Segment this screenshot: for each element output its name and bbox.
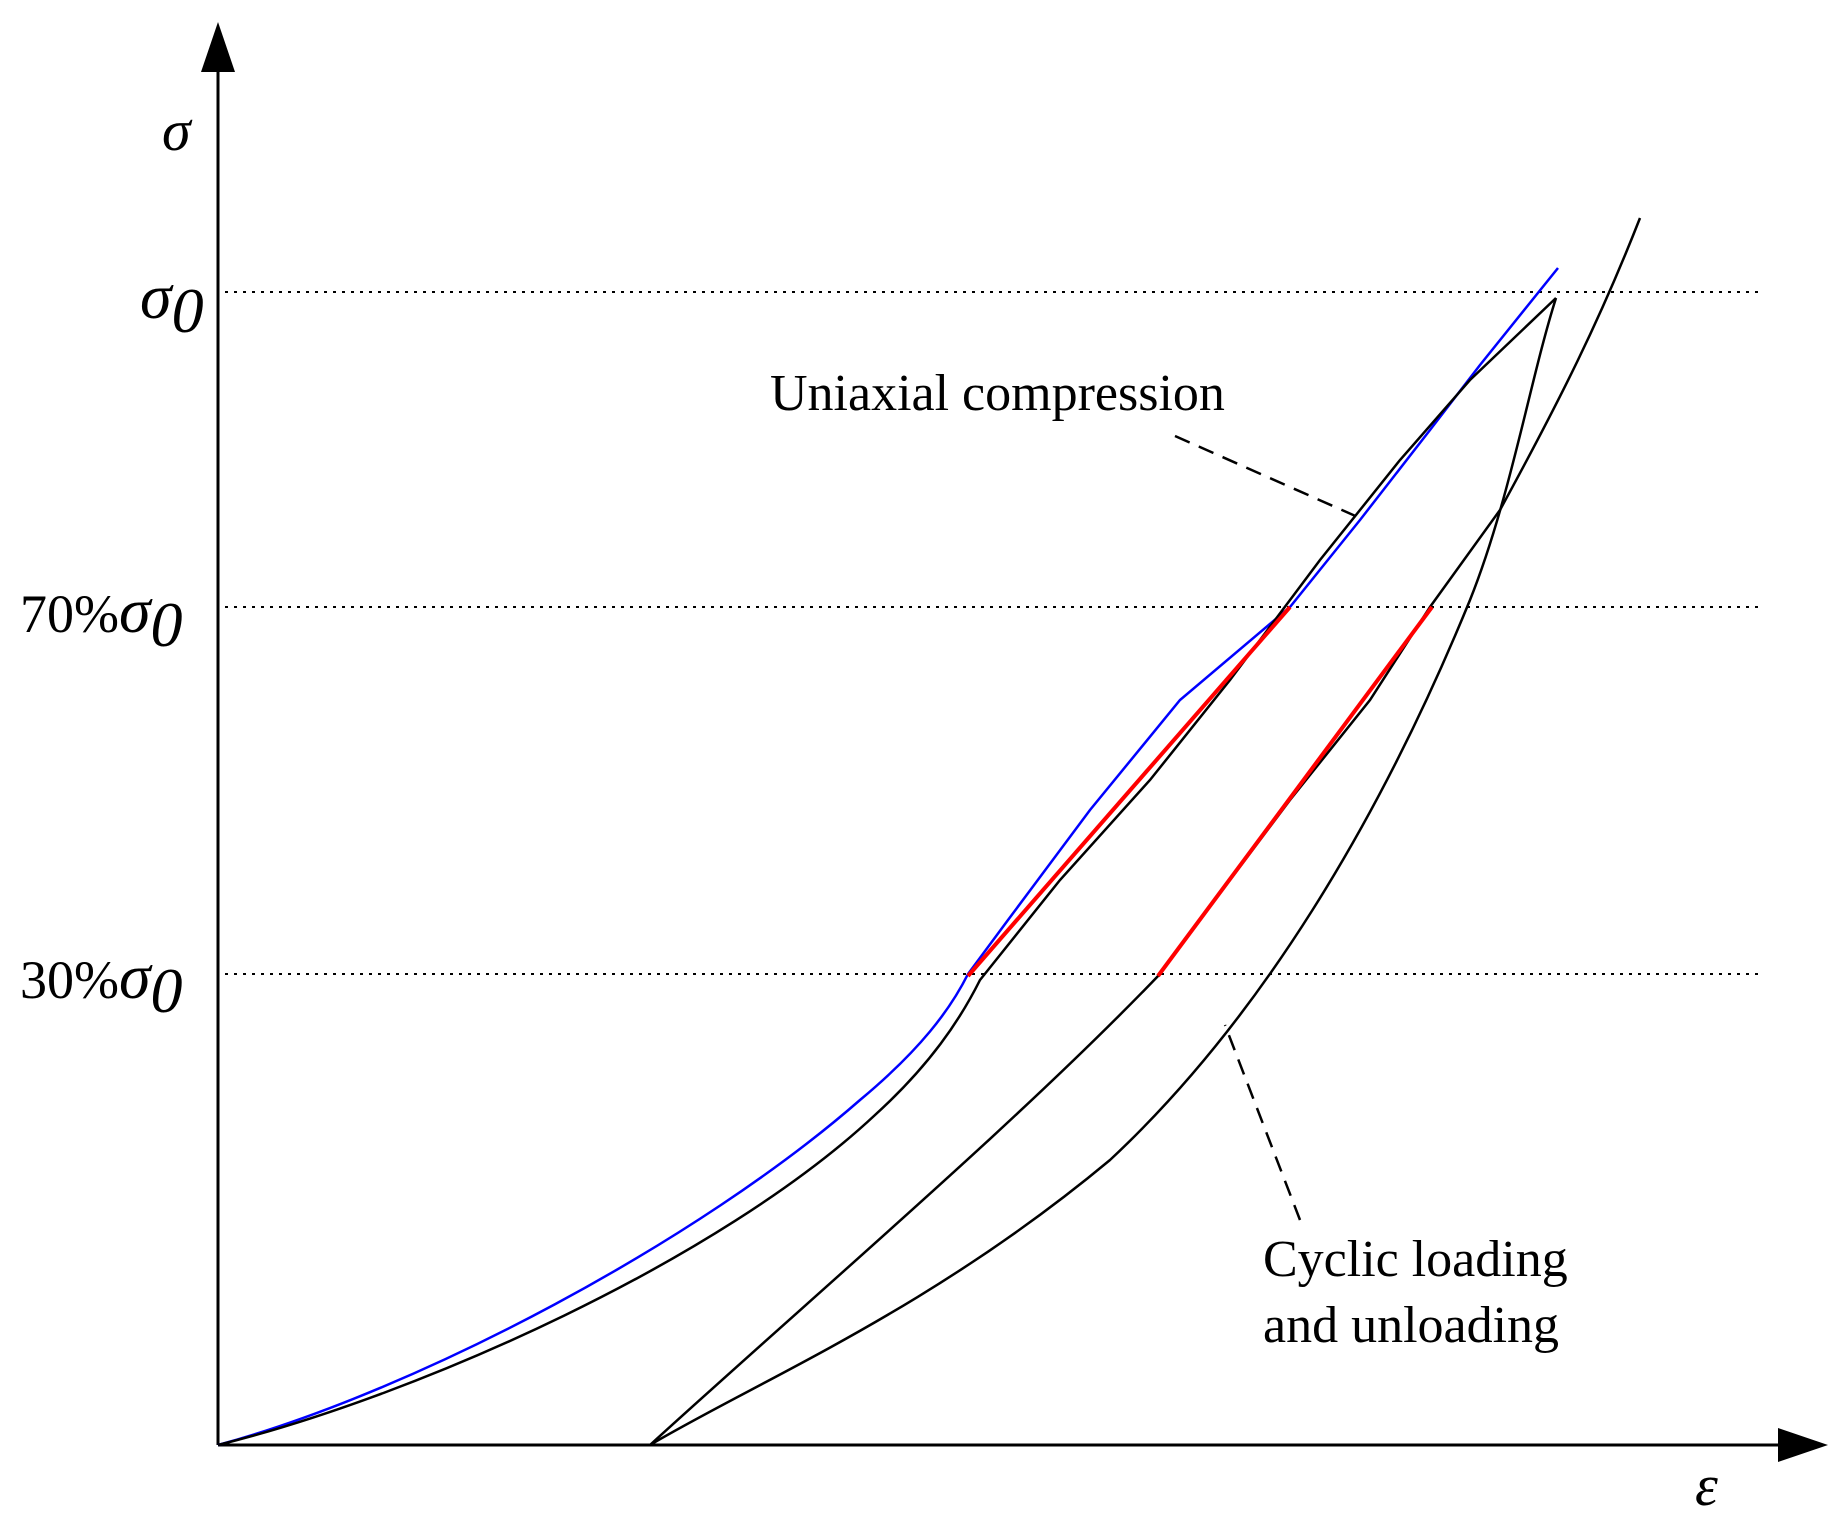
label-sigma0: σ0 <box>140 261 204 346</box>
secant-segment-cyclic <box>1156 605 1434 978</box>
label-70pct: 70%σ0 <box>20 575 183 660</box>
annotation-uniaxial-leader <box>1174 434 1361 520</box>
unloading-curve <box>649 297 1558 1447</box>
cyclic-loading-curve-1 <box>217 297 1557 1447</box>
annotation-cyclic-line2: and unloading <box>1263 1297 1559 1354</box>
label-70pct-prefix: 70% <box>20 584 119 644</box>
annotation-cyclic-leader <box>1223 1024 1302 1221</box>
label-70pct-subscript: 0 <box>151 589 183 660</box>
label-sigma0-subscript: 0 <box>172 275 204 346</box>
annotation-uniaxial: Uniaxial compression <box>770 365 1225 422</box>
label-70pct-symbol: σ <box>119 575 153 646</box>
label-30pct-subscript: 0 <box>151 955 183 1026</box>
label-30pct-symbol: σ <box>119 941 153 1012</box>
reloading-curve <box>649 217 1642 1446</box>
y-axis-label: σ <box>162 98 193 163</box>
x-axis-label: ε <box>1695 1453 1718 1518</box>
secant-segment-uniaxial <box>966 605 1292 978</box>
label-30pct: 30%σ0 <box>20 941 183 1026</box>
label-sigma0-symbol: σ <box>140 261 174 332</box>
label-30pct-prefix: 30% <box>20 950 119 1010</box>
x-axis-arrow <box>1778 1428 1828 1462</box>
y-axis-arrow <box>201 22 235 72</box>
annotation-cyclic-line1: Cyclic loading <box>1263 1231 1568 1288</box>
